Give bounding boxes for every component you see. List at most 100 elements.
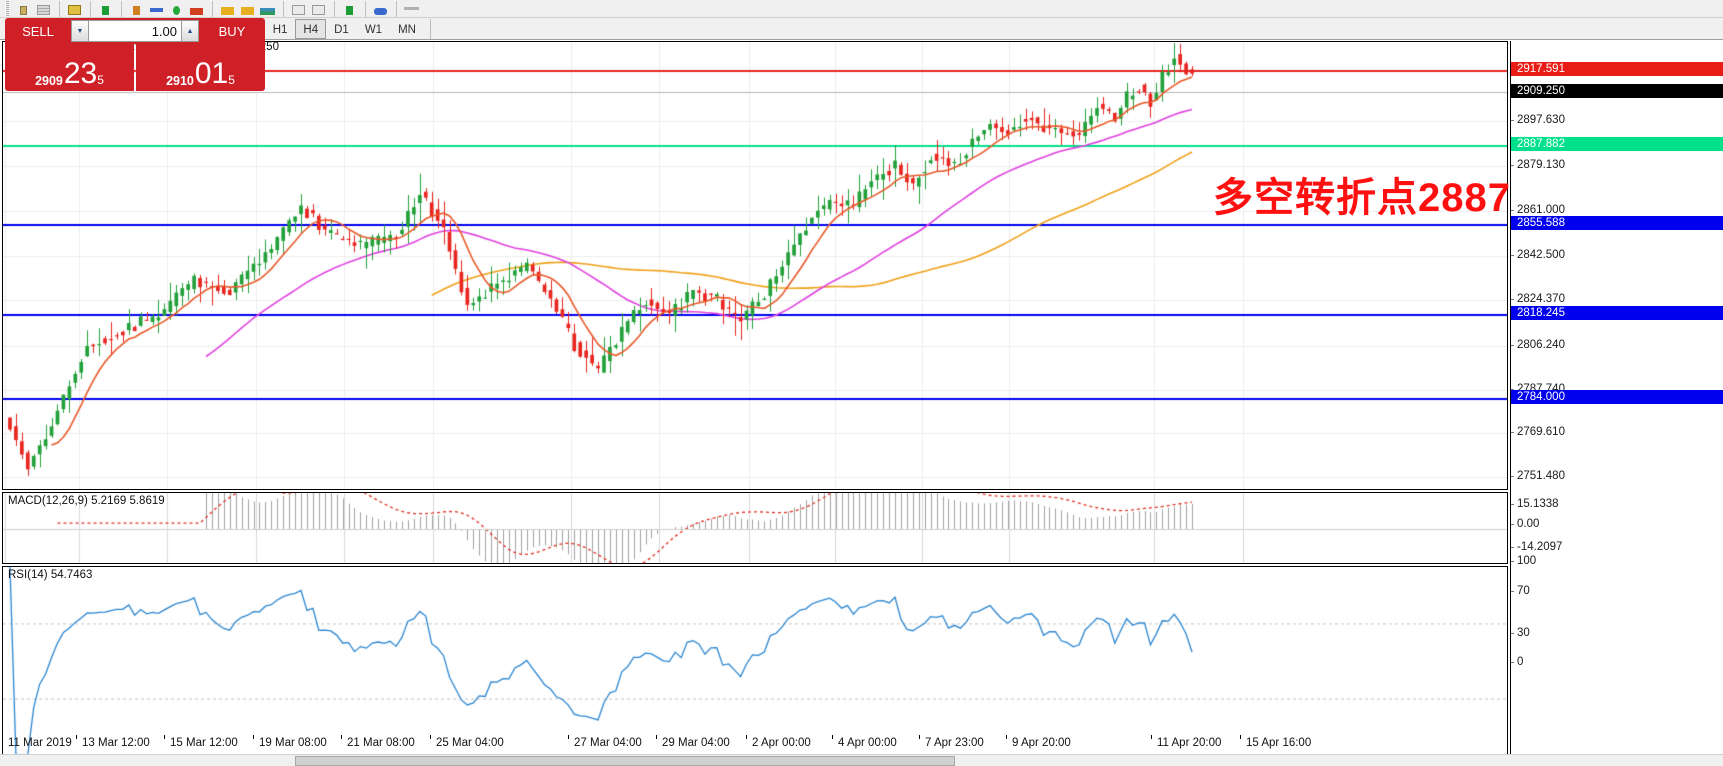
toolbar-grip-icon[interactable] xyxy=(5,0,9,17)
time-axis-tick-mark xyxy=(746,735,747,739)
time-axis-tick-mark xyxy=(164,735,165,739)
price-axis-tick-label: 2806.240 xyxy=(1517,339,1565,351)
axis-tick-mark xyxy=(1511,476,1514,477)
trade-panel-price-row: 2909 23 5 2910 01 5 xyxy=(5,44,265,91)
axis-tick-mark xyxy=(1511,389,1514,390)
price-axis-tick: 2897.630 xyxy=(1511,114,1565,126)
candle-chart-icon[interactable] xyxy=(96,1,116,16)
time-axis-tick-mark xyxy=(1240,735,1241,739)
volume-input[interactable]: 1.00 xyxy=(89,20,181,42)
axis-tick-mark xyxy=(1511,255,1514,256)
price-chart-pane[interactable] xyxy=(2,41,1508,490)
axis-tick-mark xyxy=(1511,524,1514,525)
time-axis-label: 9 Apr 20:00 xyxy=(1012,737,1071,749)
time-axis-label: 15 Apr 16:00 xyxy=(1246,737,1312,749)
chart-shift-icon[interactable] xyxy=(238,1,258,16)
sell-button[interactable]: SELL xyxy=(5,18,71,44)
price-axis-level-tag[interactable]: 2917.591 xyxy=(1511,62,1723,76)
toolbar-divider xyxy=(365,0,366,17)
price-axis-level-tag[interactable]: 2909.250 xyxy=(1511,84,1723,98)
periods-separator-icon[interactable] xyxy=(289,1,309,16)
volume-decrease-button[interactable]: ▼ xyxy=(71,20,89,42)
sell-price-prefix: 2909 xyxy=(35,74,63,88)
buy-button[interactable]: BUY xyxy=(199,18,265,44)
price-axis-level-tag[interactable]: 2887.882 xyxy=(1511,137,1723,151)
price-axis-tick-label: 2879.130 xyxy=(1517,159,1565,171)
scrollbar-thumb[interactable] xyxy=(295,756,955,766)
axis-tick-mark xyxy=(1511,120,1514,121)
buy-price-fraction: 5 xyxy=(228,73,235,87)
rsi-canvas[interactable] xyxy=(3,567,1507,755)
rsi-axis-tick-label: 0 xyxy=(1517,656,1524,668)
autoscroll-icon[interactable] xyxy=(218,1,238,16)
axis-tick-mark xyxy=(1511,165,1514,166)
buy-price-button[interactable]: 2910 01 5 xyxy=(136,44,265,91)
rsi-axis-tick: 100 xyxy=(1511,555,1536,567)
macd-canvas[interactable] xyxy=(3,493,1507,563)
line-chart-icon[interactable] xyxy=(147,1,167,16)
time-axis-label: 2 Apr 00:00 xyxy=(752,737,811,749)
horizontal-scrollbar[interactable] xyxy=(0,754,1723,766)
price-axis-level-tag[interactable]: 2784.000 xyxy=(1511,390,1723,404)
zoom-out-icon[interactable] xyxy=(187,1,207,16)
price-chart-canvas[interactable] xyxy=(3,42,1507,489)
axis-tick-mark xyxy=(1511,299,1514,300)
time-axis-label: 7 Apr 23:00 xyxy=(925,737,984,749)
sell-price-fraction: 5 xyxy=(97,73,104,87)
buy-price-main: 01 xyxy=(194,57,229,90)
time-axis-tick-mark xyxy=(1006,735,1007,739)
template-icon[interactable] xyxy=(65,1,85,16)
price-axis-tick-label: 2842.500 xyxy=(1517,249,1565,261)
grid-toggle-icon[interactable] xyxy=(309,1,329,16)
price-axis-tick: 2751.480 xyxy=(1511,470,1565,482)
time-axis-tick-mark xyxy=(656,735,657,739)
macd-indicator-pane[interactable]: MACD(12,26,9) 5.2169 5.8619 xyxy=(2,492,1508,564)
toolbar-divider xyxy=(429,18,431,39)
time-axis-label: 27 Mar 04:00 xyxy=(574,737,642,749)
chart-list-icon[interactable] xyxy=(34,1,54,16)
time-axis-label: 11 Apr 20:00 xyxy=(1157,737,1222,749)
toolbar-divider xyxy=(283,0,284,17)
volume-increase-button[interactable]: ▲ xyxy=(181,20,199,42)
time-axis-label: 19 Mar 08:00 xyxy=(259,737,327,749)
axis-tick-mark xyxy=(1511,633,1514,634)
rsi-indicator-pane[interactable]: RSI(14) 54.7463 xyxy=(2,566,1508,756)
rsi-axis-tick-label: 70 xyxy=(1517,585,1530,597)
rsi-axis-tick: 0 xyxy=(1511,656,1523,668)
price-axis-tick: 2769.610 xyxy=(1511,426,1565,438)
properties-icon[interactable] xyxy=(402,1,422,16)
timeframe-w1[interactable]: W1 xyxy=(364,23,383,36)
time-axis-label: 29 Mar 04:00 xyxy=(662,737,730,749)
axis-tick-mark xyxy=(1511,561,1514,562)
timeframe-d1[interactable]: D1 xyxy=(334,23,349,36)
zoom-in-icon[interactable] xyxy=(167,1,187,16)
toolbar-divider xyxy=(90,0,91,17)
macd-axis-tick-label: -14.2097 xyxy=(1517,541,1563,553)
time-axis-label: 15 Mar 12:00 xyxy=(170,737,238,749)
timeframe-mn[interactable]: MN xyxy=(398,23,416,36)
ohlc-toggle-icon[interactable] xyxy=(340,1,360,16)
time-axis-label: 11 Mar 2019 xyxy=(8,737,72,749)
price-axis-tick-label: 2824.370 xyxy=(1517,293,1565,305)
axis-tick-mark xyxy=(1511,345,1514,346)
new-chart-icon[interactable] xyxy=(14,1,34,16)
one-click-trading-panel: SELL ▼ 1.00 ▲ BUY 2909 23 5 2910 01 5 xyxy=(5,18,265,91)
price-axis-level-tag[interactable]: 2855.588 xyxy=(1511,216,1723,230)
timeframe-h4[interactable]: H4 xyxy=(295,18,327,39)
price-axis-tick-label: 2769.610 xyxy=(1517,426,1565,438)
price-axis-level-tag[interactable]: 2818.245 xyxy=(1511,306,1723,320)
sell-price-button[interactable]: 2909 23 5 xyxy=(5,44,134,91)
timeframe-h1[interactable]: H1 xyxy=(272,23,288,36)
axis-tick-mark xyxy=(1511,504,1514,505)
toolbar-divider xyxy=(59,0,60,17)
macd-axis-tick: 15.1338 xyxy=(1511,498,1559,510)
axis-tick-mark xyxy=(1511,547,1514,548)
data-window-icon[interactable] xyxy=(371,1,391,16)
rsi-axis-tick: 70 xyxy=(1511,585,1530,597)
indicators-icon[interactable] xyxy=(258,1,278,16)
axis-tick-mark xyxy=(1511,662,1514,663)
time-axis-tick-mark xyxy=(2,735,3,739)
price-axis-column[interactable]: 2917.591 2909.250 2897.630 2887.882 2879.130… xyxy=(1510,41,1723,756)
bar-chart-icon[interactable] xyxy=(127,1,147,16)
